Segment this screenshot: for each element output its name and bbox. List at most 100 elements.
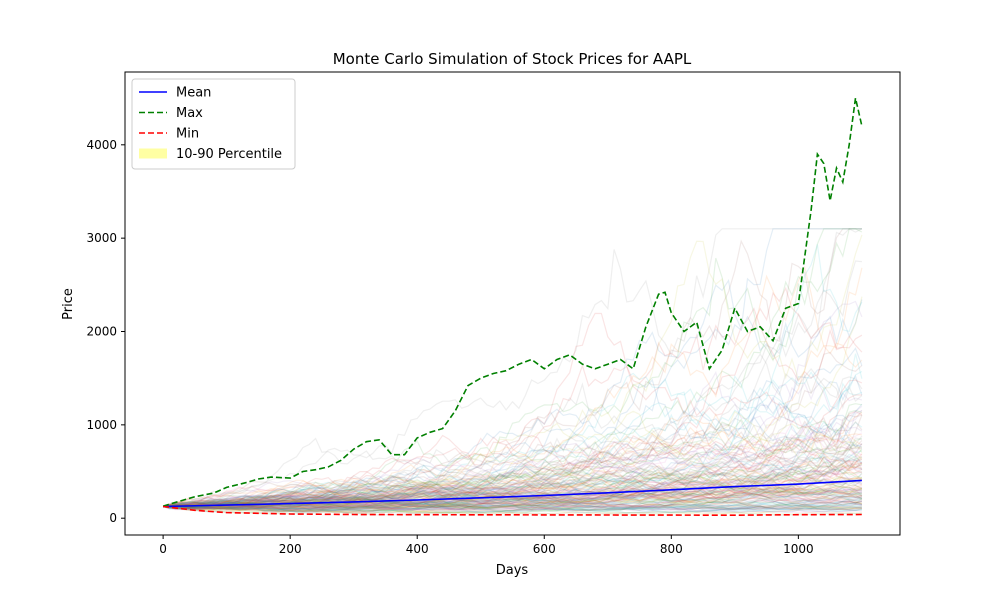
simulation-path [163,436,863,508]
simulation-path [163,462,863,508]
simulation-path [163,502,862,516]
legend-label-10-90-percentile: 10-90 Percentile [176,147,282,162]
simulation-path [163,501,862,514]
simulation-path [162,498,862,512]
simulation-path [162,480,863,508]
simulation-path [162,490,863,514]
simulation-path [163,474,862,508]
simulation-path [163,493,863,509]
simulation-path [162,286,863,508]
simulation-path [163,481,863,508]
simulation-path [163,414,862,510]
simulation-path [162,418,863,508]
simulation-path [163,488,862,508]
simulation-path [162,228,863,508]
simulation-path [163,492,862,513]
simulation-path [162,446,863,511]
simulation-path [162,420,863,508]
simulation-path [163,378,863,508]
simulation-path [163,493,863,513]
simulation-path [162,455,863,510]
simulation-path [163,458,862,511]
simulation-path [162,410,863,509]
x-tick-label: 600 [533,542,556,556]
y-axis-ticks: 0 1000 2000 3000 4000 [86,138,125,525]
simulation-path [162,482,863,508]
simulation-path [162,452,863,510]
simulation-path [163,394,862,513]
simulation-path [163,454,863,514]
simulation-path [163,455,862,509]
simulation-path [163,496,863,512]
simulation-path [162,410,862,508]
simulation-path [163,466,862,509]
simulation-path [163,414,863,508]
simulation-path [162,504,863,513]
simulation-path [163,434,863,508]
simulation-path [162,403,863,509]
chart-title: Monte Carlo Simulation of Stock Prices f… [333,50,692,68]
simulation-path [163,260,862,508]
simulation-path [163,405,863,509]
simulation-path [163,380,863,508]
simulation-path [163,228,862,508]
x-tick-label: 400 [406,542,429,556]
x-axis-ticks: 0 200 400 600 800 1000 [159,535,814,556]
simulation-path [162,491,863,512]
legend: Mean Max Min 10-90 Percentile [131,78,296,170]
simulation-path [163,458,863,508]
simulation-path [162,471,863,508]
simulation-path [162,494,863,509]
simulation-path [163,374,863,510]
simulation-path [162,453,863,510]
simulation-paths [162,228,863,516]
simulation-path [163,500,863,513]
y-tick-label: 3000 [86,231,117,245]
simulation-path [163,409,863,508]
simulation-path [163,496,862,512]
simulation-path [163,489,863,510]
simulation-path [163,471,863,511]
simulation-path [163,499,863,513]
simulation-path [163,504,862,514]
simulation-path [163,409,863,509]
simulation-path [163,496,863,509]
simulation-path [163,494,862,512]
simulation-path [163,493,862,509]
y-tick-label: 1000 [86,418,117,432]
simulation-path [163,475,863,508]
simulation-path [162,446,862,511]
simulation-path [162,443,863,509]
simulation-path [163,505,862,516]
simulation-path [162,483,863,509]
simulation-path [163,496,863,513]
simulation-path [162,307,863,508]
simulation-path [163,482,863,508]
simulation-path [163,447,863,508]
simulation-path [162,441,863,508]
simulation-path [163,494,863,514]
simulation-path [163,228,863,508]
simulation-path [162,498,863,512]
simulation-path [163,296,863,508]
simulation-path [163,453,863,508]
simulation-path [163,499,863,513]
simulation-path [163,477,863,510]
simulation-path [163,370,863,509]
simulation-path [163,464,863,509]
x-tick-label: 800 [660,542,683,556]
simulation-path [162,429,863,510]
simulation-path [162,468,863,508]
simulation-path [163,503,862,513]
simulation-path [163,412,863,509]
simulation-path [163,488,863,513]
simulation-path [163,473,863,511]
simulation-path [163,488,863,509]
simulation-path [163,228,862,508]
simulation-path [163,487,862,510]
x-axis-label: Days [496,563,529,578]
simulation-path [163,483,863,508]
series-mean-line [163,479,862,508]
simulation-path [163,244,863,509]
